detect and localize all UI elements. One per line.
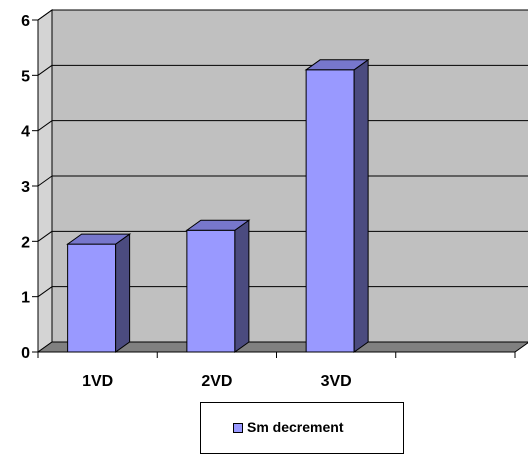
- y-tick-label: 6: [21, 13, 30, 30]
- gridlines: [37, 9, 528, 298]
- y-tick-label: 0: [21, 345, 30, 362]
- bar: [304, 58, 370, 353]
- bar-top: [66, 233, 132, 245]
- x-axis-ticks: 1VD 2VD 3VD: [37, 352, 516, 390]
- y-tick-label: 5: [21, 68, 30, 85]
- bar-side: [115, 233, 131, 353]
- gridline-side: [37, 230, 53, 242]
- gridline-side: [37, 286, 53, 298]
- x-tick-label: 2VD: [201, 373, 232, 390]
- bar: [185, 219, 251, 353]
- bars: [66, 58, 370, 353]
- gridline-side: [37, 175, 53, 187]
- x-tick-label: 1VD: [82, 373, 113, 390]
- bar-side: [353, 58, 369, 353]
- y-axis-ticks: 0 1 2 3 4 5 6: [21, 13, 38, 362]
- bar-top: [185, 219, 251, 231]
- legend-label: Sm decrement: [247, 419, 344, 435]
- gridline-side: [37, 120, 53, 132]
- bar-top: [304, 59, 370, 71]
- y-tick-label: 2: [21, 234, 30, 251]
- bar-front: [186, 229, 236, 353]
- y-tick-label: 1: [21, 290, 30, 307]
- legend-swatch: [233, 423, 243, 433]
- bar: [66, 233, 132, 353]
- y-tick-label: 3: [21, 179, 30, 196]
- bar-chart: 0 1 2 3 4 5 6 1VD 2VD 3VD: [21, 9, 528, 390]
- x-tick-label: 3VD: [321, 373, 352, 390]
- legend: Sm decrement: [200, 402, 404, 454]
- bar-front: [305, 69, 355, 353]
- y-tick-label: 4: [21, 124, 30, 141]
- gridline-side: [37, 64, 53, 76]
- gridline-side: [37, 9, 53, 21]
- bar-front: [67, 243, 117, 353]
- bar-side: [234, 219, 250, 353]
